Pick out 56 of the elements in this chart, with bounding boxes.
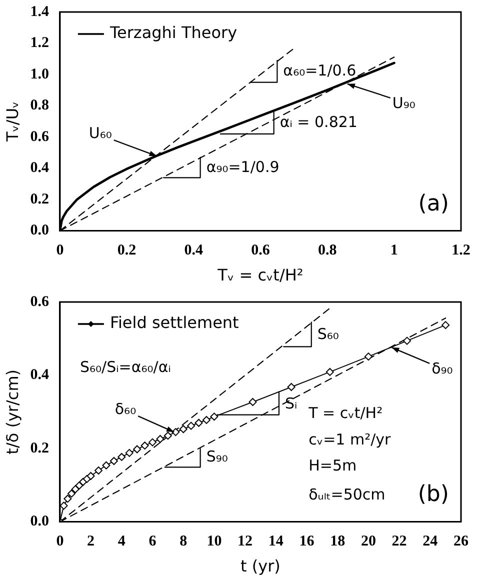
- x-tick-label: 26: [454, 534, 469, 550]
- annotation: U₆₀: [88, 124, 112, 142]
- x-tick-label: 0.8: [318, 242, 337, 259]
- y-tick-label: 0.2: [30, 440, 49, 456]
- x-tick-label: 0: [56, 242, 64, 259]
- annotation: δ₆₀: [114, 400, 136, 418]
- y-tick-label: 0.0: [30, 222, 49, 239]
- annotation: α₉₀=1/0.9: [206, 158, 280, 176]
- x-tick-label: 24: [422, 534, 438, 550]
- x-axis-title: t (yr): [240, 556, 280, 576]
- y-tick-label: 0.4: [30, 367, 50, 384]
- legend-label: Field settlement: [110, 313, 239, 332]
- x-tick-label: 16: [299, 534, 315, 550]
- annotation: H=5m: [308, 456, 357, 475]
- x-tick-label: 0.2: [117, 242, 136, 259]
- annotation: S₉₀: [206, 448, 228, 466]
- annotation: cᵥ=1 m²/yr: [308, 430, 392, 448]
- x-tick-label: 6: [148, 534, 157, 550]
- x-axis-title: Tᵥ = cᵥt/H²: [216, 266, 304, 285]
- x-tick-label: 0.6: [251, 242, 270, 259]
- y-axis-title: t/δ (yr/cm): [2, 369, 22, 454]
- x-tick-label: 0: [56, 534, 64, 550]
- annotation: δᵤₗₜ=50cm: [308, 485, 386, 504]
- x-tick-label: 12: [238, 534, 253, 550]
- annotation: δ₉₀: [432, 359, 453, 378]
- x-tick-label: 1: [390, 242, 398, 259]
- y-axis-title: Tᵥ/Uᵥ: [2, 101, 22, 143]
- x-tick-label: 10: [206, 534, 222, 550]
- annotation: T = cᵥt/H²: [308, 404, 383, 422]
- annotation: S₆₀/Sᵢ=α₆₀/αᵢ: [80, 358, 171, 376]
- x-tick-label: 4: [118, 534, 126, 550]
- y-tick-label: 1.2: [30, 35, 49, 52]
- y-tick-label: 1.0: [30, 66, 49, 82]
- annotation: (a): [418, 191, 449, 216]
- annotation: U₉₀: [392, 94, 416, 112]
- y-tick-label: 0.4: [30, 160, 50, 176]
- y-tick-label: 0.0: [30, 514, 49, 530]
- legend-label: Terzaghi Theory: [108, 23, 238, 42]
- y-tick-label: 0.2: [30, 191, 49, 208]
- x-tick-label: 0.4: [184, 242, 204, 259]
- x-tick-label: 20: [360, 534, 376, 550]
- annotation: α₆₀=1/0.6: [283, 61, 356, 80]
- y-tick-label: 0.6: [30, 128, 50, 145]
- annotation: αᵢ = 0.821: [280, 112, 358, 131]
- x-tick-label: 1.2: [452, 242, 470, 259]
- x-tick-label: 18: [330, 534, 346, 550]
- y-tick-label: 0.8: [30, 98, 49, 114]
- x-tick-label: 2: [87, 534, 95, 550]
- x-tick-label: 22: [392, 534, 407, 550]
- x-tick-label: 8: [180, 534, 188, 550]
- x-tick-label: 14: [268, 534, 284, 550]
- annotation: Sᵢ: [284, 394, 298, 412]
- annotation: (b): [418, 482, 449, 508]
- y-tick-label: 0.6: [30, 294, 50, 310]
- annotation: S₆₀: [317, 324, 339, 343]
- y-tick-label: 1.4: [30, 4, 50, 20]
